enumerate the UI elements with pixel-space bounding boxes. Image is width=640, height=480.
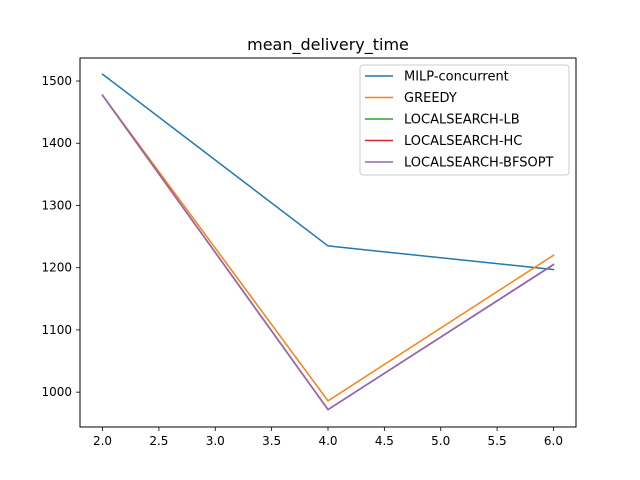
legend-label: LOCALSEARCH-LB [404,113,520,128]
y-tick-label: 1400 [41,136,72,150]
x-tick-label: 6.0 [544,434,563,448]
series-layer [101,73,555,411]
x-tick-label: 2.0 [93,434,112,448]
legend-label: MILP-concurrent [404,70,509,85]
legend: MILP-concurrent GREEDY LOCALSEARCH-LB LOCAL… [359,64,570,176]
legend-label: GREEDY [404,91,457,106]
x-axis: 2.0 2.5 3.0 3.5 4.0 4.5 5.0 5.5 6.0 [93,427,563,448]
y-tick-label: 1200 [41,261,72,275]
legend-label: LOCALSEARCH-HC [404,134,522,149]
chart-title: mean_delivery_time [247,35,409,55]
y-axis: 1000 1100 1200 1300 1400 1500 [41,74,80,399]
x-tick-label: 3.0 [206,434,225,448]
x-tick-label: 5.0 [431,434,450,448]
y-tick-label: 1500 [41,74,72,88]
x-tick-label: 3.5 [262,434,281,448]
x-tick-label: 2.5 [149,434,168,448]
y-tick-label: 1100 [41,323,72,337]
legend-box [359,64,570,176]
x-tick-label: 5.5 [488,434,507,448]
y-tick-label: 1000 [41,385,72,399]
legend-label: LOCALSEARCH-BFSOPT [404,156,554,171]
y-tick-label: 1300 [41,198,72,212]
x-tick-label: 4.0 [318,434,337,448]
x-tick-label: 4.5 [375,434,394,448]
